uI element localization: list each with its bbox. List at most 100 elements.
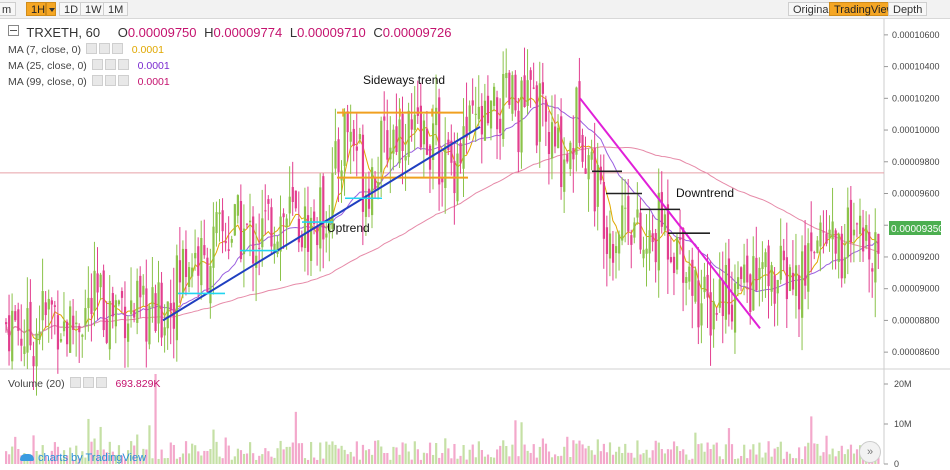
volume-legend[interactable]: Volume (20) 693.829K [8,377,160,390]
interval-1w-button[interactable]: 1W [80,2,107,16]
volume-value: 693.829K [115,378,161,390]
brand-text: charts by TradingView [38,452,147,464]
volume-bar [242,453,246,464]
volume-bar [87,418,90,464]
open-label: O [117,25,128,40]
indicator-ma25[interactable]: MA (25, close, 0) 0.0001 [8,59,170,72]
candle-body [313,211,316,225]
volume-bar [834,456,837,464]
volume-bar [743,444,746,464]
tradingview-brand[interactable]: charts by TradingView [20,452,146,464]
scroll-to-latest-button[interactable]: » [859,441,881,463]
volume-bar [169,442,172,464]
candle-body [688,266,691,282]
volume-bar [194,445,197,464]
volume-bar [779,441,782,464]
volume-bar [538,446,541,464]
volume-bar [581,444,584,464]
interval-1h-button[interactable]: 1H [26,2,46,16]
candle-body [862,227,865,252]
indicator-ma7[interactable]: MA (7, close, 0) 0.0001 [8,43,164,56]
candle-body [599,166,602,181]
candle-body [90,297,93,315]
candle-body [114,300,117,327]
candle-body [465,116,468,138]
candle-body [572,147,575,160]
volume-bar [798,447,801,464]
ma7-close-icon[interactable] [111,43,123,54]
candle-body [727,258,731,315]
volume-bar [41,445,44,464]
volume-bar [477,441,480,464]
ma25-close-icon[interactable] [117,59,129,70]
candle-body [154,293,157,332]
volume-bar [364,450,368,464]
ma99-settings-icon[interactable] [104,75,116,86]
candle-body [78,325,81,333]
ma25-eye-icon[interactable] [91,59,103,70]
interval-dropdown-icon[interactable] [46,2,56,16]
interval-cut-button[interactable]: m [0,2,17,16]
volume-bar [535,457,538,464]
candle-body [813,252,816,254]
ma99-eye-icon[interactable] [91,75,103,86]
candle-body [169,303,172,311]
volume-eye-icon[interactable] [69,377,81,388]
candle-body [355,146,358,151]
volume-bar [666,449,670,464]
low-label: L [289,25,298,40]
ma25-settings-icon[interactable] [104,59,116,70]
candle-body [310,217,313,261]
candle-body [294,190,297,209]
volume-bar [471,444,474,464]
volume-close-icon[interactable] [95,377,107,388]
candle-body [328,219,331,234]
volume-bar [801,458,804,464]
view-depth-button[interactable]: Depth [888,2,928,16]
candle-body [788,267,792,292]
volume-bar [755,454,758,464]
collapse-icon[interactable] [8,25,19,36]
candle-body [468,105,471,132]
volume-bar [5,451,8,464]
candle-body [108,300,111,350]
candle-body [679,237,682,240]
candle-body [685,277,688,284]
y-tick-label: 0.00008600 [892,347,940,357]
candle-body [267,199,270,204]
volume-bar [654,440,657,464]
volume-bar [136,434,139,464]
interval-1m-button[interactable]: 1M [103,2,129,16]
price-chart[interactable]: 0.00010600 0.00010400 0.00010200 0.00010000… [0,19,950,470]
ma7-eye-icon[interactable] [85,43,97,54]
volume-bar [660,449,663,464]
view-tradingview-button[interactable]: TradingView [829,2,900,16]
candle-body [191,267,194,277]
candle-body [288,196,291,214]
candle-body [81,334,84,337]
volume-bar [404,443,407,464]
volume-bar [285,446,288,464]
candle-body [151,287,154,308]
volume-bar [127,450,130,464]
volume-tick-label: 20M [894,379,912,389]
y-tick-label: 0.00009600 [892,189,940,199]
candle-body [630,235,633,245]
ma7-settings-icon[interactable] [98,43,110,54]
candle-body [608,233,612,259]
candle-body [462,126,465,169]
candle-body [62,321,66,332]
volume-bar [630,452,633,464]
indicator-ma99[interactable]: MA (99, close, 0) 0.0001 [8,75,170,88]
volume-bar [554,454,557,464]
volume-bar [270,456,273,464]
view-original-button[interactable]: Original [788,2,836,16]
candle-body [514,74,517,111]
candle-body [532,87,535,89]
volume-settings-icon[interactable] [82,377,94,388]
volume-bar [788,453,792,464]
candle-body [758,267,761,280]
ma99-close-icon[interactable] [117,75,129,86]
candle-body [72,315,75,330]
volume-bar [395,447,398,464]
